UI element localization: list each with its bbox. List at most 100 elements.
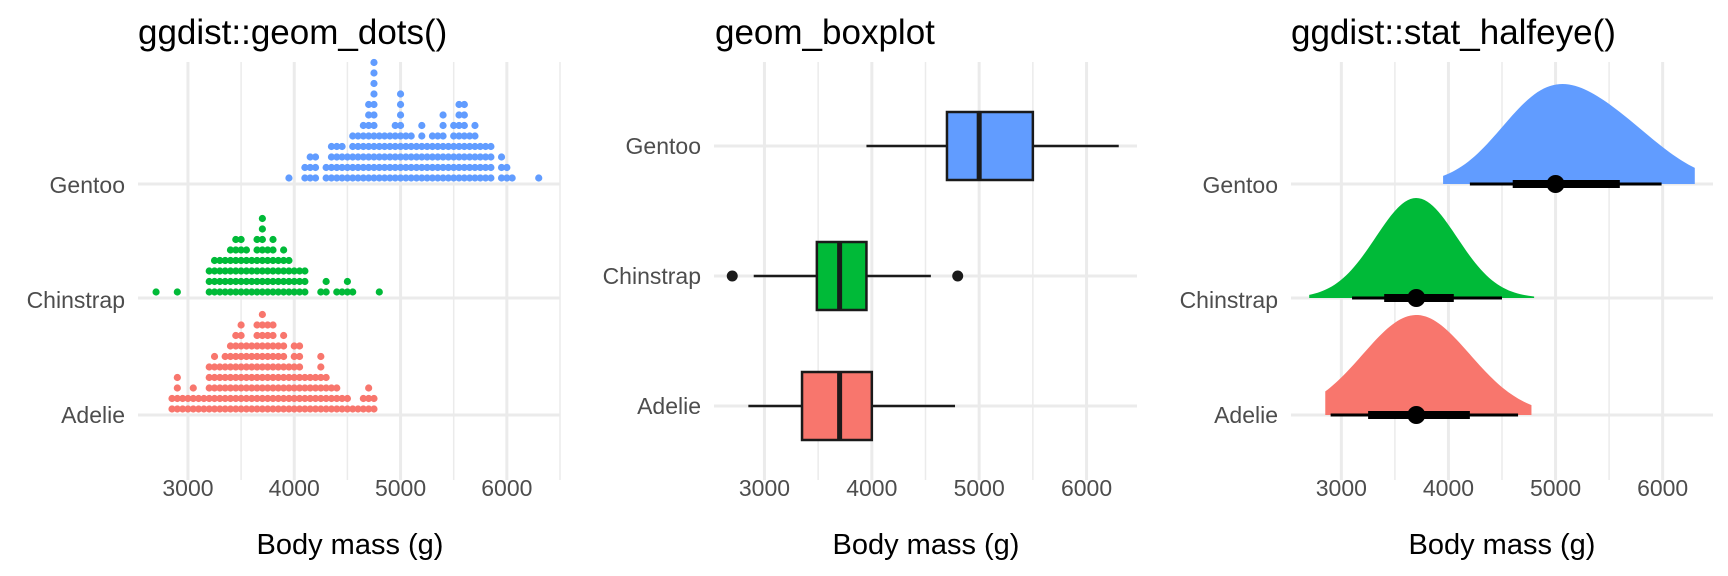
dot-gentoo bbox=[370, 80, 377, 87]
dots-y-axis: Gentoo Chinstrap Adelie bbox=[27, 172, 125, 428]
dot-adelie bbox=[370, 405, 377, 412]
y-tick-label: Gentoo bbox=[50, 172, 125, 198]
dot-gentoo bbox=[397, 122, 404, 129]
dot-chinstrap bbox=[301, 278, 308, 285]
x-tick-label: 5000 bbox=[1530, 475, 1581, 501]
dot-gentoo bbox=[397, 101, 404, 108]
dot-gentoo bbox=[370, 111, 377, 118]
dot-gentoo bbox=[338, 143, 345, 150]
dot-gentoo bbox=[397, 111, 404, 118]
dot-gentoo bbox=[439, 132, 446, 139]
dot-gentoo bbox=[418, 132, 425, 139]
dot-gentoo bbox=[370, 69, 377, 76]
dot-gentoo bbox=[312, 164, 319, 171]
dot-adelie bbox=[280, 353, 287, 360]
dot-adelie bbox=[174, 384, 181, 391]
x-tick-label: 6000 bbox=[1061, 475, 1112, 501]
x-tick-label: 4000 bbox=[846, 475, 897, 501]
dot-gentoo bbox=[471, 132, 478, 139]
y-tick-label: Gentoo bbox=[1203, 172, 1278, 198]
point-estimate bbox=[1407, 289, 1425, 307]
x-tick-label: 4000 bbox=[269, 475, 320, 501]
dots-x-label: Body mass (g) bbox=[257, 529, 444, 561]
dot-adelie bbox=[296, 363, 303, 370]
dot-gentoo bbox=[487, 153, 494, 160]
dot-gentoo bbox=[370, 101, 377, 108]
x-tick-label: 3000 bbox=[162, 475, 213, 501]
y-tick-label: Chinstrap bbox=[27, 287, 125, 313]
point-estimate bbox=[1407, 406, 1425, 424]
dot-gentoo bbox=[439, 122, 446, 129]
y-tick-label: Adelie bbox=[1214, 402, 1278, 428]
dot-chinstrap bbox=[280, 246, 287, 253]
dot-gentoo bbox=[418, 122, 425, 129]
dot-adelie bbox=[211, 353, 218, 360]
dot-gentoo bbox=[535, 174, 542, 181]
dot-adelie bbox=[190, 384, 197, 391]
dot-chinstrap bbox=[376, 288, 383, 295]
dot-adelie bbox=[238, 332, 245, 339]
dot-gentoo bbox=[509, 174, 516, 181]
dot-gentoo bbox=[461, 122, 468, 129]
y-tick-label: Gentoo bbox=[626, 133, 701, 159]
y-tick-label: Adelie bbox=[61, 402, 125, 428]
dot-chinstrap bbox=[323, 278, 330, 285]
halfeye-x-label: Body mass (g) bbox=[1409, 529, 1596, 561]
dot-gentoo bbox=[370, 59, 377, 66]
dot-gentoo bbox=[312, 153, 319, 160]
dot-chinstrap bbox=[243, 246, 250, 253]
dot-gentoo bbox=[503, 164, 510, 171]
outlier-point bbox=[727, 271, 738, 282]
dot-adelie bbox=[370, 395, 377, 402]
dot-chinstrap bbox=[285, 257, 292, 264]
x-tick-label: 5000 bbox=[375, 475, 426, 501]
dot-chinstrap bbox=[174, 288, 181, 295]
box-adelie bbox=[802, 372, 872, 440]
dot-chinstrap bbox=[152, 288, 159, 295]
boxplot-title: geom_boxplot bbox=[715, 13, 935, 52]
density-adelie bbox=[1325, 315, 1531, 415]
x-tick-label: 5000 bbox=[954, 475, 1005, 501]
dot-gentoo bbox=[285, 174, 292, 181]
halfeye-y-axis: Gentoo Chinstrap Adelie bbox=[1180, 172, 1278, 428]
dot-adelie bbox=[344, 395, 351, 402]
dots-panel: ggdist::geom_dots() Gentoo Chinstrap Ade… bbox=[27, 13, 560, 561]
y-tick-label: Chinstrap bbox=[1180, 287, 1278, 313]
dot-chinstrap bbox=[301, 288, 308, 295]
x-tick-label: 3000 bbox=[739, 475, 790, 501]
dot-gentoo bbox=[461, 101, 468, 108]
dot-adelie bbox=[365, 384, 372, 391]
dot-adelie bbox=[296, 353, 303, 360]
dot-adelie bbox=[259, 311, 266, 318]
dot-adelie bbox=[317, 363, 324, 370]
y-tick-label: Chinstrap bbox=[603, 263, 701, 289]
dot-chinstrap bbox=[349, 288, 356, 295]
dot-gentoo bbox=[439, 111, 446, 118]
dot-gentoo bbox=[312, 174, 319, 181]
dot-gentoo bbox=[370, 122, 377, 129]
dots-grid bbox=[138, 62, 560, 480]
x-tick-label: 6000 bbox=[481, 475, 532, 501]
dot-chinstrap bbox=[259, 225, 266, 232]
boxplot-y-axis: Gentoo Chinstrap Adelie bbox=[603, 133, 701, 419]
dot-chinstrap bbox=[259, 215, 266, 222]
halfeye-panel: ggdist::stat_halfeye() Gentoo Chinstrap … bbox=[1180, 13, 1713, 561]
dot-chinstrap bbox=[269, 246, 276, 253]
dot-adelie bbox=[280, 342, 287, 349]
boxplot-grid bbox=[714, 62, 1137, 480]
dot-adelie bbox=[296, 342, 303, 349]
box-gentoo bbox=[947, 112, 1033, 180]
dot-gentoo bbox=[370, 90, 377, 97]
density-gentoo bbox=[1443, 84, 1695, 184]
dots-title: ggdist::geom_dots() bbox=[138, 13, 447, 52]
y-tick-label: Adelie bbox=[637, 393, 701, 419]
boxplot-x-label: Body mass (g) bbox=[833, 529, 1020, 561]
dot-gentoo bbox=[397, 90, 404, 97]
outlier-point bbox=[952, 271, 963, 282]
dot-gentoo bbox=[461, 111, 468, 118]
x-tick-label: 3000 bbox=[1316, 475, 1367, 501]
dot-gentoo bbox=[498, 153, 505, 160]
x-tick-label: 6000 bbox=[1637, 475, 1688, 501]
x-tick-label: 4000 bbox=[1423, 475, 1474, 501]
